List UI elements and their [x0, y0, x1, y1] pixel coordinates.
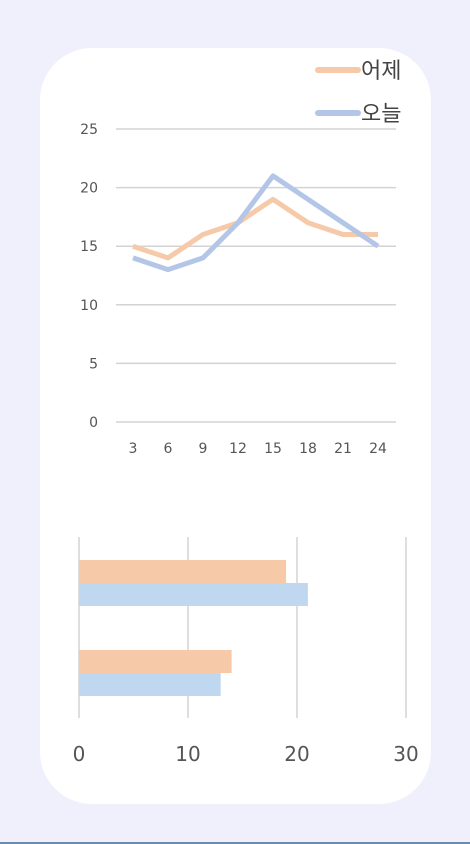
bar-x-tick-label: 30: [393, 742, 418, 766]
line-chart-gridlines: [116, 128, 396, 423]
x-tick-label: 6: [164, 441, 173, 457]
legend-label: 오늘: [361, 102, 401, 127]
y-tick-label: 10: [80, 298, 98, 314]
bar-group-2-series-2: [79, 673, 221, 696]
line-chart-y-ticks: 0 5 10 15 20 25: [80, 122, 98, 431]
y-tick-label: 5: [89, 356, 98, 372]
x-tick-label: 3: [129, 441, 138, 457]
bottom-edge-line: [0, 842, 470, 844]
x-tick-label: 18: [299, 441, 317, 457]
y-tick-label: 20: [80, 181, 98, 197]
bar-chart-x-ticks: 0 10 20 30: [73, 742, 419, 766]
y-tick-label: 0: [89, 415, 98, 431]
bar-x-tick-label: 10: [175, 742, 200, 766]
x-tick-label: 12: [229, 441, 247, 457]
bar-group-1-series-2: [79, 583, 308, 606]
bar-group-2-series-1: [79, 650, 232, 673]
x-tick-label: 9: [199, 441, 208, 457]
series-line-yesterday: [132, 196, 378, 261]
x-tick-label: 15: [264, 441, 282, 457]
y-tick-label: 15: [80, 239, 98, 255]
bar-chart-bars: [79, 560, 308, 696]
series-line-today: [132, 173, 380, 273]
legend-label: 어제: [361, 59, 401, 84]
bar-group-1-series-1: [79, 560, 287, 583]
bar-x-tick-label: 0: [73, 742, 86, 766]
line-chart-x-ticks: 3 6 9 12 15 18 21 24: [129, 441, 387, 457]
x-tick-label: 24: [369, 441, 387, 457]
line-chart-series: [132, 173, 380, 273]
bar-x-tick-label: 20: [284, 742, 309, 766]
y-tick-label: 25: [80, 122, 98, 138]
x-tick-label: 21: [334, 441, 352, 457]
